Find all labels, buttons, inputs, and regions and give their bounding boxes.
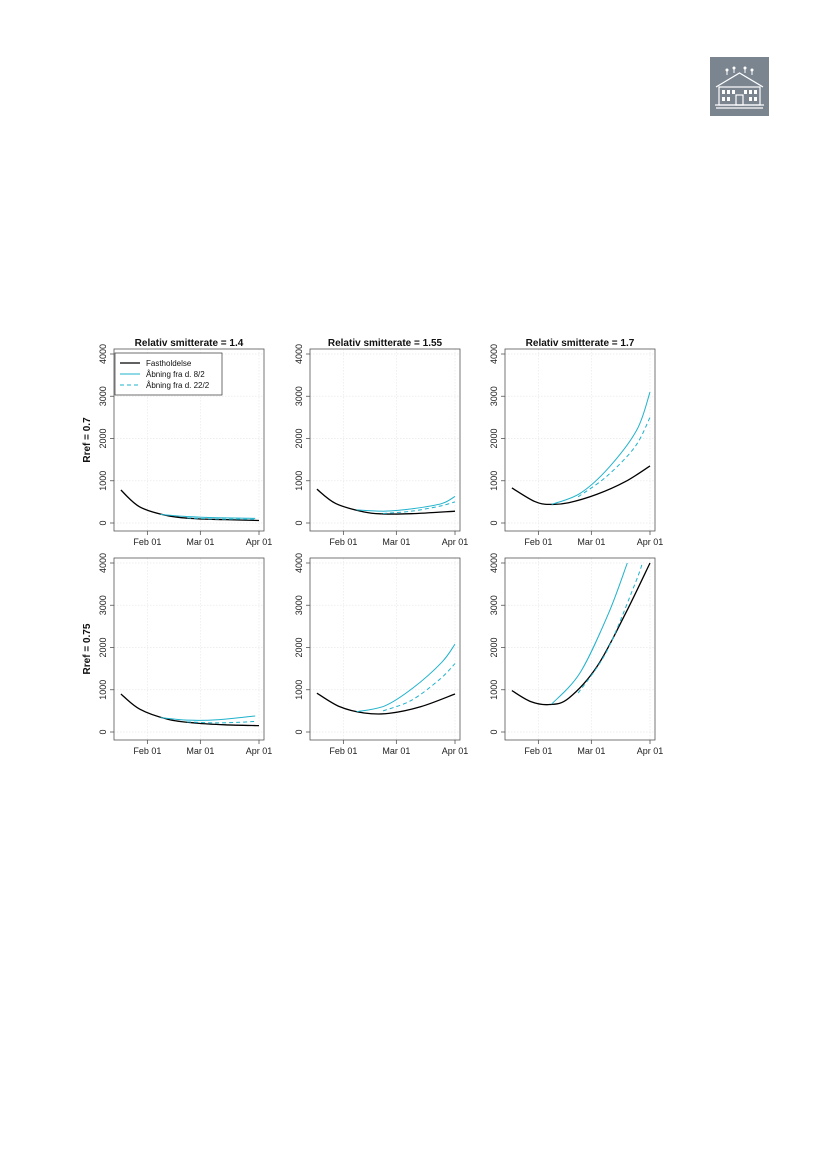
y-tick-label: 2000 — [489, 637, 499, 657]
y-tick-label: 0 — [489, 729, 499, 734]
x-tick-label: Apr 01 — [246, 537, 273, 547]
y-tick-label: 1000 — [294, 471, 304, 491]
y-tick-label: 3000 — [294, 595, 304, 615]
series-line-abning-22-2 — [187, 720, 256, 724]
series-line-abning-8-2 — [551, 391, 651, 505]
series-line-abning-8-2 — [356, 643, 456, 713]
series-line-abning-8-2 — [356, 495, 456, 512]
panel-frame — [309, 557, 461, 741]
column-title: Relativ smitterate = 1.4 — [135, 338, 244, 349]
y-tick-label: 4000 — [98, 553, 108, 573]
x-tick-label: Apr 01 — [637, 746, 664, 756]
series-line-abning-22-2 — [577, 562, 643, 694]
y-tick-label: 4000 — [98, 344, 108, 364]
x-tick-label: Mar 01 — [382, 746, 410, 756]
x-tick-label: Apr 01 — [442, 537, 469, 547]
series-line-abning-8-2 — [160, 715, 256, 721]
y-tick-label: 4000 — [489, 344, 499, 364]
logo — [710, 57, 769, 116]
panel-frame — [113, 557, 265, 741]
series-line-abning-8-2 — [551, 562, 628, 705]
x-tick-label: Mar 01 — [186, 746, 214, 756]
y-tick-label: 3000 — [98, 386, 108, 406]
y-tick-label: 3000 — [489, 595, 499, 615]
y-tick-label: 1000 — [294, 680, 304, 700]
x-tick-label: Mar 01 — [577, 537, 605, 547]
y-tick-label: 3000 — [294, 386, 304, 406]
series-line-fastholdelse — [120, 693, 260, 727]
legend-label: Åbning fra d. 8/2 — [146, 370, 205, 379]
series-line-fastholdelse — [120, 489, 260, 522]
y-tick-label: 0 — [98, 729, 108, 734]
series-line-fastholdelse — [511, 562, 651, 706]
series-line-abning-22-2 — [577, 417, 651, 498]
x-tick-label: Mar 01 — [577, 746, 605, 756]
series-line-abning-22-2 — [383, 501, 456, 514]
series-line-abning-8-2 — [160, 514, 256, 519]
series-line-abning-22-2 — [187, 517, 256, 520]
legend-label: Fastholdelse — [146, 359, 192, 368]
x-tick-label: Feb 01 — [133, 746, 161, 756]
y-tick-label: 4000 — [294, 344, 304, 364]
y-tick-label: 2000 — [98, 428, 108, 448]
y-tick-label: 2000 — [294, 637, 304, 657]
x-tick-label: Apr 01 — [246, 746, 273, 756]
x-tick-label: Feb 01 — [524, 537, 552, 547]
y-tick-label: 3000 — [489, 386, 499, 406]
series-line-fastholdelse — [511, 465, 651, 506]
column-title: Relativ smitterate = 1.55 — [328, 338, 443, 349]
row-label: Rref = 0.75 — [82, 623, 93, 674]
y-tick-label: 1000 — [489, 471, 499, 491]
panel-frame — [309, 348, 461, 532]
x-tick-label: Feb 01 — [329, 746, 357, 756]
y-tick-label: 3000 — [98, 595, 108, 615]
y-tick-label: 4000 — [294, 553, 304, 573]
x-tick-label: Apr 01 — [637, 537, 664, 547]
x-tick-label: Feb 01 — [524, 746, 552, 756]
row-label: Rref = 0.7 — [82, 417, 93, 463]
x-tick-label: Mar 01 — [382, 537, 410, 547]
y-tick-label: 1000 — [98, 680, 108, 700]
legend-label: Åbning fra d. 22/2 — [146, 381, 210, 390]
panel-frame — [504, 557, 656, 741]
y-tick-label: 1000 — [98, 471, 108, 491]
y-tick-label: 0 — [294, 729, 304, 734]
y-tick-label: 0 — [98, 520, 108, 525]
y-tick-label: 0 — [294, 520, 304, 525]
series-line-abning-22-2 — [382, 663, 456, 712]
x-tick-label: Feb 01 — [329, 537, 357, 547]
y-tick-label: 2000 — [489, 428, 499, 448]
y-tick-label: 0 — [489, 520, 499, 525]
x-tick-label: Feb 01 — [133, 537, 161, 547]
panel-frame — [504, 348, 656, 532]
y-tick-label: 2000 — [294, 428, 304, 448]
y-tick-label: 1000 — [489, 680, 499, 700]
panel-frame — [113, 348, 265, 532]
column-title: Relativ smitterate = 1.7 — [526, 338, 635, 349]
building-icon — [715, 66, 764, 109]
series-line-fastholdelse — [316, 488, 456, 515]
x-tick-label: Apr 01 — [442, 746, 469, 756]
x-tick-label: Mar 01 — [186, 537, 214, 547]
series-line-fastholdelse — [316, 692, 456, 715]
y-tick-label: 2000 — [98, 637, 108, 657]
y-tick-label: 4000 — [489, 553, 499, 573]
